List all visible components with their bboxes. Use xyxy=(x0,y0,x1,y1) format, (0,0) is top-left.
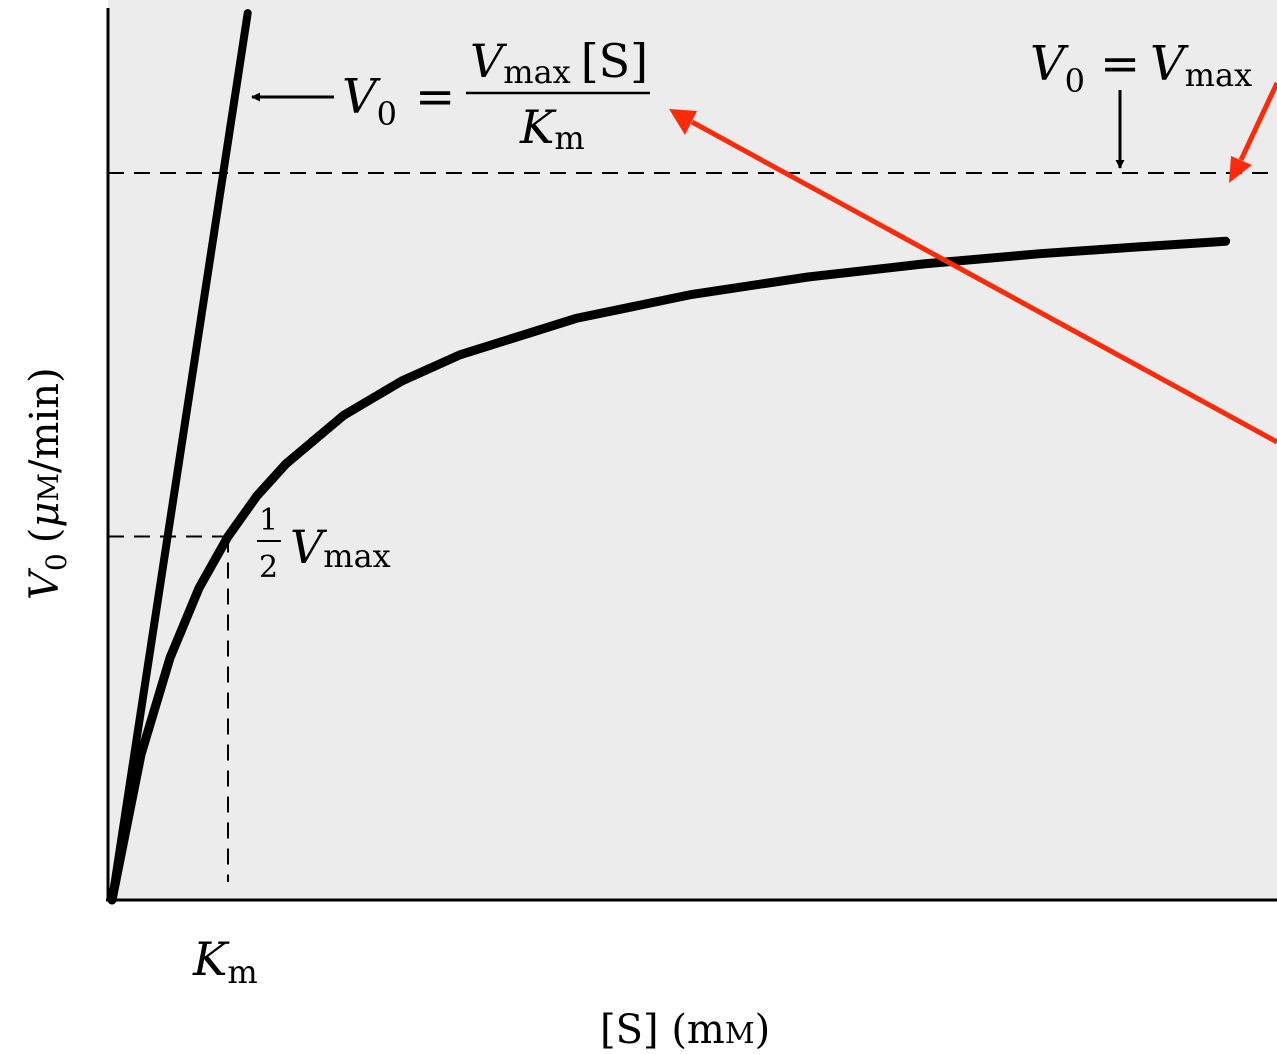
half-denominator: 2 xyxy=(259,550,278,585)
x-axis-label: [S] (mM) xyxy=(600,1007,770,1053)
svg-text:Vmax[S]: Vmax [S] xyxy=(470,34,648,91)
plateau-equation-label: V0 = Vmax xyxy=(1030,36,1252,169)
half-vmax-label: 1 2 Vmax xyxy=(257,503,391,585)
vmax-symbol: V xyxy=(470,34,508,88)
km-subscript: m xyxy=(554,119,584,157)
y-axis-subscript: 0 xyxy=(40,553,73,571)
km-tick-label: Km xyxy=(192,932,258,991)
x-axis-label-close: ) xyxy=(755,1007,771,1053)
red-arrow-shaft-short xyxy=(1238,81,1277,162)
svg-text:Vmax: Vmax xyxy=(1150,36,1252,94)
plateau-v0-symbol: V xyxy=(1030,36,1069,92)
y-axis-open: ( xyxy=(22,528,68,544)
plateau-v0-subscript: 0 xyxy=(1065,62,1085,100)
svg-text:Vmax: Vmax xyxy=(290,520,391,575)
v0-symbol: V xyxy=(342,69,381,125)
hyperbolic-curve xyxy=(107,236,1231,905)
km-tick-k: K xyxy=(192,932,230,986)
half-numerator: 1 xyxy=(259,503,278,538)
v0-subscript: 0 xyxy=(377,95,397,133)
y-axis-label: V0 (μM/min) xyxy=(22,367,73,600)
half-vmax-subscript: max xyxy=(323,537,390,575)
svg-text:V0: V0 xyxy=(1030,36,1085,100)
linear-equals-sign: = xyxy=(415,69,455,125)
red-arrow-shaft-long xyxy=(690,119,1277,445)
km-symbol: K xyxy=(519,100,557,154)
km-tick-subscript: m xyxy=(227,953,257,991)
highlight-arrows xyxy=(669,81,1277,445)
x-axis-unit: M xyxy=(725,1016,755,1050)
y-axis-unit: M xyxy=(32,473,65,502)
x-axis-label-open: [S] (m xyxy=(600,1007,725,1053)
vmax-subscript: max xyxy=(503,53,570,91)
y-axis-rest: /min) xyxy=(22,367,68,473)
plot-area xyxy=(108,0,1277,900)
half-vmax-v: V xyxy=(290,520,328,574)
y-axis-mu: μ xyxy=(22,502,68,528)
svg-text:Km: Km xyxy=(519,100,585,157)
plateau-equals-sign: = xyxy=(1100,36,1140,92)
red-arrow-head-short xyxy=(1229,156,1252,183)
y-axis-v: V xyxy=(22,567,68,600)
svg-text:V0: V0 xyxy=(342,69,397,133)
axes xyxy=(106,8,1277,902)
plateau-vmax-symbol: V xyxy=(1150,36,1189,92)
plateau-vmax-subscript: max xyxy=(1185,56,1252,94)
linear-equation-label: V0 = Vmax [S] Km xyxy=(251,34,650,157)
red-arrow-head-long xyxy=(669,109,697,135)
initial-slope-line xyxy=(108,9,252,904)
substrate-concentration: [S] xyxy=(581,34,648,88)
curves xyxy=(107,9,1231,905)
